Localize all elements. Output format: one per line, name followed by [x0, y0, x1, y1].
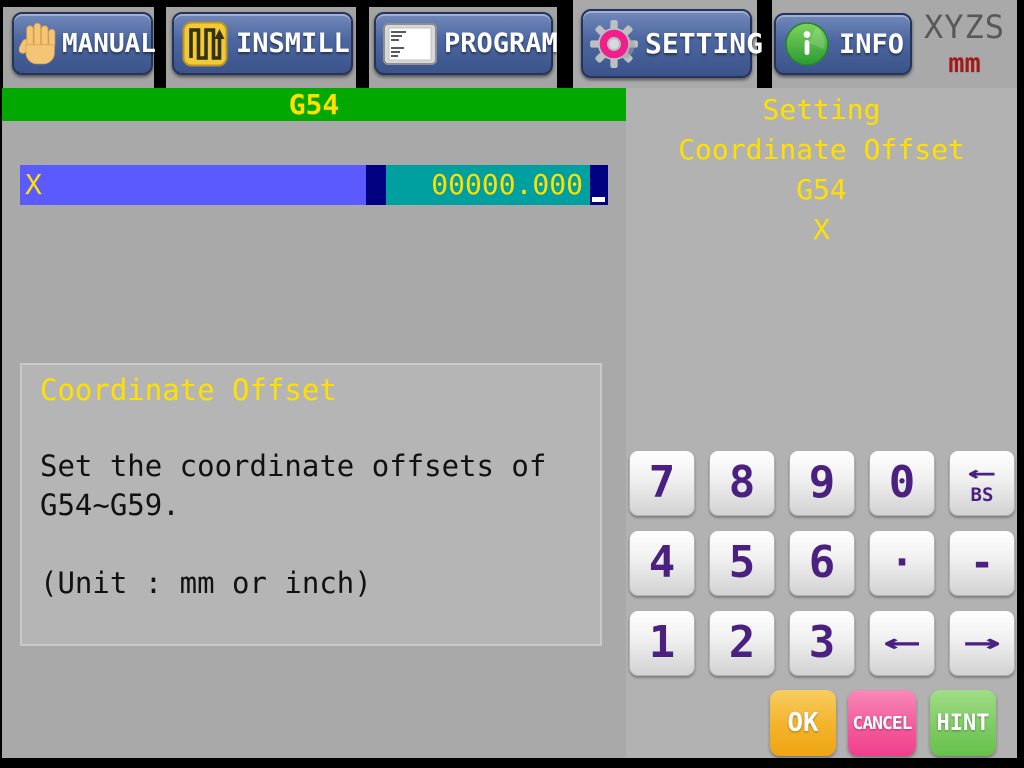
setting-heading-line: Coordinate Offset — [678, 133, 965, 166]
info-text: Set the coordinate offsets of G54~G59. (… — [40, 447, 546, 603]
tab-manual-label: MANUAL — [62, 28, 156, 59]
key-arrow-right[interactable]: → — [949, 610, 1015, 676]
setting-heading-line: Setting — [762, 93, 881, 126]
axis-label: X — [20, 165, 366, 205]
arrow-right-icon: → — [963, 625, 1001, 660]
key-label: 9 — [808, 457, 836, 508]
key-7[interactable]: 7 — [629, 450, 695, 516]
info-text-line: (Unit : mm or inch) — [40, 566, 372, 600]
tab-manual[interactable]: MANUAL — [12, 12, 156, 75]
key-label: 3 — [808, 617, 836, 668]
tab-info-label: INFO — [839, 28, 905, 60]
right-panel: Setting Coordinate Offset G54 X 7 8 9 0 … — [626, 88, 1017, 758]
info-text-gap — [40, 525, 546, 564]
key-4[interactable]: 4 — [629, 530, 695, 596]
input-divider — [366, 165, 386, 205]
key-label: 8 — [728, 457, 756, 508]
key-label: 5 — [728, 537, 756, 588]
tab-insmill-label: INSMILL — [236, 28, 350, 59]
setting-heading-line: G54 — [796, 173, 847, 206]
left-panel: G54 X 00000.000 Coordinate Offset Set th… — [2, 88, 626, 758]
ok-button[interactable]: OK — [770, 690, 836, 756]
g54-header: G54 — [2, 88, 626, 121]
key-label: 0 — [888, 457, 916, 508]
tab-info[interactable]: INFO — [774, 13, 912, 75]
key-0[interactable]: 0 — [869, 450, 935, 516]
tab-program[interactable]: PROGRAM — [374, 12, 558, 75]
info-box: Coordinate Offset Set the coordinate off… — [20, 363, 602, 646]
info-text-line: G54~G59. — [40, 488, 180, 522]
key-2[interactable]: 2 — [709, 610, 775, 676]
tab-insmill[interactable]: INSMILL — [172, 12, 353, 75]
key-label: - — [969, 540, 995, 586]
key-9[interactable]: 9 — [789, 450, 855, 516]
info-icon — [785, 22, 829, 66]
tab-program-label: PROGRAM — [444, 28, 558, 59]
setting-heading: Setting Coordinate Offset G54 X — [626, 90, 1017, 250]
unit-indicator: mm — [948, 48, 981, 79]
key-3[interactable]: 3 — [789, 610, 855, 676]
toolbar: MANUAL INSMILL — [0, 0, 1024, 88]
cancel-button[interactable]: CANCEL — [848, 690, 916, 756]
key-label: · — [889, 540, 915, 586]
key-label: BS — [970, 484, 994, 506]
key-label: 6 — [808, 537, 836, 588]
key-1[interactable]: 1 — [629, 610, 695, 676]
input-cursor-block — [590, 165, 608, 205]
mill-path-icon — [182, 21, 228, 66]
info-title: Coordinate Offset — [40, 373, 337, 407]
program-icon — [383, 22, 437, 65]
key-label: 2 — [728, 617, 756, 668]
key-label: 7 — [648, 457, 676, 508]
key-label: 1 — [648, 617, 676, 668]
tab-setting[interactable]: SETTING — [581, 9, 763, 78]
info-text-line: Set the coordinate offsets of — [40, 449, 547, 483]
key-8[interactable]: 8 — [709, 450, 775, 516]
arrow-left-icon: ← — [883, 625, 921, 660]
key-dot[interactable]: · — [869, 530, 935, 596]
setting-heading-line: X — [813, 213, 830, 246]
tab-setting-label: SETTING — [645, 27, 764, 60]
key-5[interactable]: 5 — [709, 530, 775, 596]
gear-icon — [590, 19, 638, 68]
axes-indicator: XYZS — [923, 8, 1006, 46]
value-field[interactable]: 00000.000 — [386, 165, 590, 205]
key-arrow-left[interactable]: ← — [869, 610, 935, 676]
key-backspace[interactable]: ← BS — [949, 450, 1015, 516]
hint-button[interactable]: HINT — [930, 690, 996, 756]
key-6[interactable]: 6 — [789, 530, 855, 596]
backspace-arrow-icon: ← — [967, 458, 997, 487]
coordinate-input-row: X 00000.000 — [20, 165, 608, 205]
text-cursor — [592, 197, 605, 202]
key-minus[interactable]: - — [949, 530, 1015, 596]
key-label: 4 — [648, 537, 676, 588]
hand-icon — [19, 22, 56, 64]
